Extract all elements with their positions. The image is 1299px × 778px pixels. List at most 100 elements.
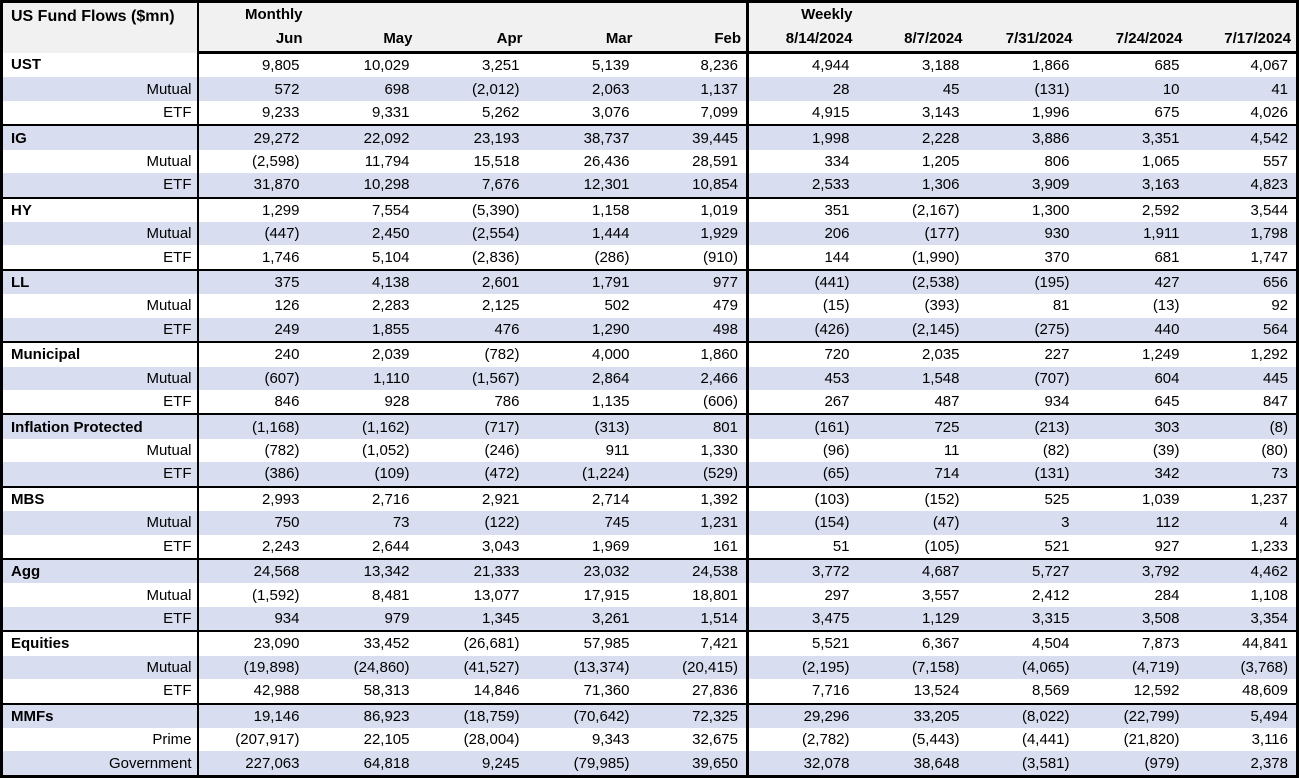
data-cell: 1,392 xyxy=(637,485,749,512)
data-cell: 39,445 xyxy=(637,124,749,150)
data-cell: (4,065) xyxy=(967,655,1078,680)
data-cell: (131) xyxy=(967,77,1078,101)
table-row: ETF 934 979 1,345 3,261 1,514 3,475 1,129 3,315 3… xyxy=(1,606,1298,632)
data-cell: 1,129 xyxy=(857,606,968,632)
data-cell: 7,716 xyxy=(811,682,850,700)
table-row: Agg 24,568 13,342 21,333 23,032 24,538 3,772 4,… xyxy=(1,557,1298,584)
data-cell: 9,233 xyxy=(261,104,300,122)
data-cell: 3,163 xyxy=(1077,173,1188,198)
data-cell: (607) xyxy=(197,366,308,390)
table-row: Mutual (607) 1,110 (1,567) 2,864 2,466 453 1,54… xyxy=(1,366,1298,390)
sub-category-label: ETF xyxy=(1,317,199,343)
data-cell: 342 xyxy=(1077,462,1188,487)
sub-category-label: Mutual xyxy=(1,366,199,390)
data-cell: 1,039 xyxy=(1077,485,1188,512)
data-cell: 14,846 xyxy=(473,682,520,700)
data-cell: 521 xyxy=(1044,537,1070,555)
data-cell: (22,799) xyxy=(1077,702,1188,728)
data-cell: 3,557 xyxy=(921,586,960,604)
data-cell: 144 xyxy=(824,248,850,266)
data-cell: 45 xyxy=(857,77,968,101)
category-label: Agg xyxy=(1,557,199,584)
data-cell: 1,299 xyxy=(197,196,308,222)
data-cell: 1,866 xyxy=(1031,57,1070,75)
data-cell: 2,228 xyxy=(857,124,968,150)
data-cell: 2,601 xyxy=(417,268,528,295)
data-cell: 31,870 xyxy=(197,173,308,198)
data-cell: 2,921 xyxy=(417,485,528,512)
data-cell: 6,367 xyxy=(857,630,968,656)
category-label: Inflation Protected xyxy=(1,413,199,439)
data-cell: 24,538 xyxy=(637,557,749,584)
data-cell: 13,342 xyxy=(307,557,418,584)
data-cell: 656 xyxy=(1187,268,1298,295)
data-cell: 934 xyxy=(1044,393,1070,411)
data-cell: 1,996 xyxy=(1031,104,1070,122)
data-cell: 51 xyxy=(832,537,850,555)
data-cell: 4 xyxy=(1187,511,1298,535)
sub-category-label: Mutual xyxy=(1,222,199,246)
data-cell: 1,514 xyxy=(637,606,749,632)
data-cell: 64,818 xyxy=(307,751,418,777)
data-cell: 498 xyxy=(637,317,749,343)
data-cell: 4,000 xyxy=(527,341,638,367)
section-label-monthly: Monthly xyxy=(197,1,308,27)
data-cell: (782) xyxy=(417,341,528,367)
data-cell: 3,076 xyxy=(591,104,630,122)
data-cell: 1,548 xyxy=(857,366,968,390)
data-cell: (26,681) xyxy=(417,630,528,656)
data-cell: (1,990) xyxy=(911,248,960,266)
category-label: MBS xyxy=(1,485,199,512)
data-cell: (79,985) xyxy=(527,751,638,777)
data-cell: 351 xyxy=(747,196,858,222)
data-cell: (80) xyxy=(1261,442,1288,460)
data-cell: 1,798 xyxy=(1187,222,1298,246)
data-cell: (13) xyxy=(1152,297,1180,315)
data-cell: 675 xyxy=(1154,104,1180,122)
data-cell: (910) xyxy=(637,245,749,270)
data-cell: 453 xyxy=(747,366,858,390)
table-row: LL 375 4,138 2,601 1,791 977 (441) (2,538) (195)… xyxy=(1,268,1298,295)
sub-category-label: Mutual xyxy=(1,77,199,101)
data-cell: 28 xyxy=(747,77,858,101)
data-cell: 5,494 xyxy=(1187,702,1298,728)
data-cell: (2,836) xyxy=(471,248,520,266)
data-cell: 1,292 xyxy=(1187,341,1298,367)
data-cell: 71,360 xyxy=(583,682,630,700)
table-row: HY 1,299 7,554 (5,390) 1,158 1,019 351 (2,167) 1… xyxy=(1,196,1298,222)
data-cell: 911 xyxy=(605,442,630,460)
data-cell: 3,251 xyxy=(481,57,520,75)
data-cell: (426) xyxy=(747,317,858,343)
data-cell: (2,012) xyxy=(417,77,528,101)
data-cell: 645 xyxy=(1154,393,1180,411)
data-cell: 5,521 xyxy=(747,630,858,656)
data-cell: (8) xyxy=(1187,413,1298,439)
category-label: MMFs xyxy=(1,702,199,728)
data-cell: (286) xyxy=(594,248,630,266)
data-cell: 126 xyxy=(274,297,300,315)
sub-category-label: ETF xyxy=(1,462,199,487)
data-cell: (979) xyxy=(1077,751,1188,777)
data-cell: 1,969 xyxy=(591,537,630,555)
sub-category-label: ETF xyxy=(1,389,199,415)
data-cell: (65) xyxy=(747,462,858,487)
data-cell: 29,272 xyxy=(197,124,308,150)
column-header-feb: Feb xyxy=(637,27,749,54)
header-spacer xyxy=(857,1,968,27)
data-cell: (782) xyxy=(264,442,300,460)
data-cell: 284 xyxy=(1154,586,1180,604)
data-cell: 4,823 xyxy=(1187,173,1298,198)
data-cell: (70,642) xyxy=(527,702,638,728)
table-row: Mutual 750 73 (122) 745 1,231 (154) (47) 3 112 4 xyxy=(1,511,1298,535)
data-cell: 12,301 xyxy=(527,173,638,198)
section-header-row: US Fund Flows ($mn) Monthly Weekly xyxy=(1,1,1298,53)
sub-category-label: ETF xyxy=(1,245,199,270)
data-cell: (1,592) xyxy=(251,586,300,604)
data-cell: 5,727 xyxy=(967,557,1078,584)
data-cell: 1,791 xyxy=(527,268,638,295)
data-cell: (447) xyxy=(197,222,308,246)
category-label: Equities xyxy=(1,630,199,656)
data-cell: 806 xyxy=(1044,152,1070,170)
header-spacer xyxy=(307,1,418,27)
category-label: LL xyxy=(1,268,199,295)
